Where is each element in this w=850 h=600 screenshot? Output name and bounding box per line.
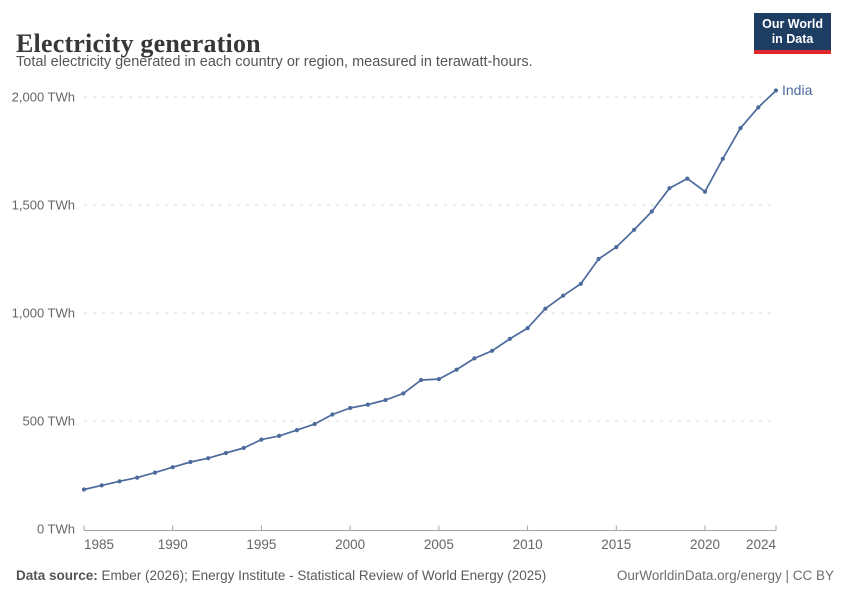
- chart-subtitle: Total electricity generated in each coun…: [16, 54, 533, 70]
- data-point-marker[interactable]: [312, 421, 317, 427]
- data-source-label: Data source:: [16, 568, 98, 583]
- data-source-note: Data source: Ember (2026); Energy Instit…: [16, 568, 546, 583]
- y-axis-labels: 0 TWh 500 TWh 1,000 TWh 1,500 TWh 2,000 TWh: [12, 90, 75, 537]
- data-point-marker[interactable]: [543, 306, 548, 311]
- x-tick-label: 2010: [513, 537, 543, 552]
- data-point-marker[interactable]: [472, 356, 477, 361]
- data-point-marker[interactable]: [507, 336, 512, 341]
- y-tick-label: 1,500 TWh: [12, 198, 75, 213]
- data-point-marker[interactable]: [135, 475, 140, 480]
- x-tick-label: 2000: [335, 537, 365, 552]
- y-gridlines: [84, 96, 776, 422]
- data-point-marker[interactable]: [649, 209, 654, 214]
- x-tick-label: 1985: [84, 537, 114, 552]
- data-point-marker[interactable]: [738, 126, 743, 131]
- data-point-marker[interactable]: [330, 412, 335, 417]
- page-title: Electricity generation: [16, 29, 261, 59]
- x-axis-labels: 1985 1990 1995 2000 2005 2010 2015 2020 2024: [84, 537, 776, 552]
- data-point-marker[interactable]: [561, 293, 566, 298]
- data-point-marker[interactable]: [490, 348, 495, 353]
- data-point-marker[interactable]: [117, 479, 122, 484]
- data-point-marker[interactable]: [223, 450, 228, 456]
- data-point-marker[interactable]: [667, 186, 672, 191]
- data-point-marker[interactable]: [685, 176, 690, 181]
- y-tick-label: 2,000 TWh: [12, 90, 75, 105]
- owid-logo-line1: Our World: [762, 17, 823, 31]
- data-point-marker[interactable]: [152, 470, 158, 475]
- data-point-marker[interactable]: [383, 397, 388, 403]
- data-point-marker[interactable]: [436, 377, 441, 382]
- data-point-marker[interactable]: [241, 445, 246, 451]
- x-tick-label: 2024: [746, 537, 777, 552]
- owid-logo: Our World in Data: [754, 13, 831, 54]
- x-tick-label: 2015: [601, 537, 631, 552]
- data-point-marker[interactable]: [419, 377, 424, 383]
- data-point-marker[interactable]: [454, 367, 459, 372]
- data-point-marker[interactable]: [614, 245, 619, 250]
- data-point-marker[interactable]: [81, 487, 87, 492]
- data-point-marker[interactable]: [259, 437, 264, 442]
- y-tick-label: 500 TWh: [22, 414, 75, 429]
- data-point-marker[interactable]: [348, 405, 353, 411]
- data-source-text: Ember (2026); Energy Institute - Statist…: [97, 568, 547, 583]
- data-point-marker[interactable]: [702, 189, 708, 194]
- data-point-marker[interactable]: [596, 256, 601, 262]
- x-tick-label: 1995: [246, 537, 276, 552]
- data-point-marker[interactable]: [632, 227, 637, 232]
- data-point-marker[interactable]: [188, 459, 193, 465]
- y-tick-label: 0 TWh: [37, 522, 75, 537]
- x-tick-label: 2005: [424, 537, 454, 552]
- series-endpoint-label[interactable]: India: [782, 82, 813, 98]
- data-point-marker[interactable]: [206, 456, 211, 461]
- data-point-marker[interactable]: [294, 428, 299, 433]
- owid-logo-line2: in Data: [771, 31, 814, 46]
- data-point-marker[interactable]: [525, 326, 530, 331]
- x-tick-label: 1990: [158, 537, 188, 552]
- data-point-marker[interactable]: [720, 156, 725, 161]
- x-tick-label: 2020: [690, 537, 720, 552]
- data-point-marker[interactable]: [99, 483, 104, 488]
- data-point-marker[interactable]: [756, 105, 761, 110]
- data-point-marker[interactable]: [170, 465, 175, 470]
- data-point-marker[interactable]: [277, 433, 282, 438]
- series-line: [83, 89, 777, 491]
- data-point-marker[interactable]: [401, 391, 406, 396]
- y-tick-label: 1,000 TWh: [12, 306, 75, 321]
- data-point-marker[interactable]: [365, 402, 370, 407]
- owid-link[interactable]: OurWorldinData.org/energy | CC BY: [616, 568, 834, 583]
- x-axis: [83, 525, 777, 531]
- series-india: India: [81, 82, 813, 492]
- data-point-marker[interactable]: [578, 281, 583, 286]
- data-point-marker[interactable]: [773, 88, 779, 93]
